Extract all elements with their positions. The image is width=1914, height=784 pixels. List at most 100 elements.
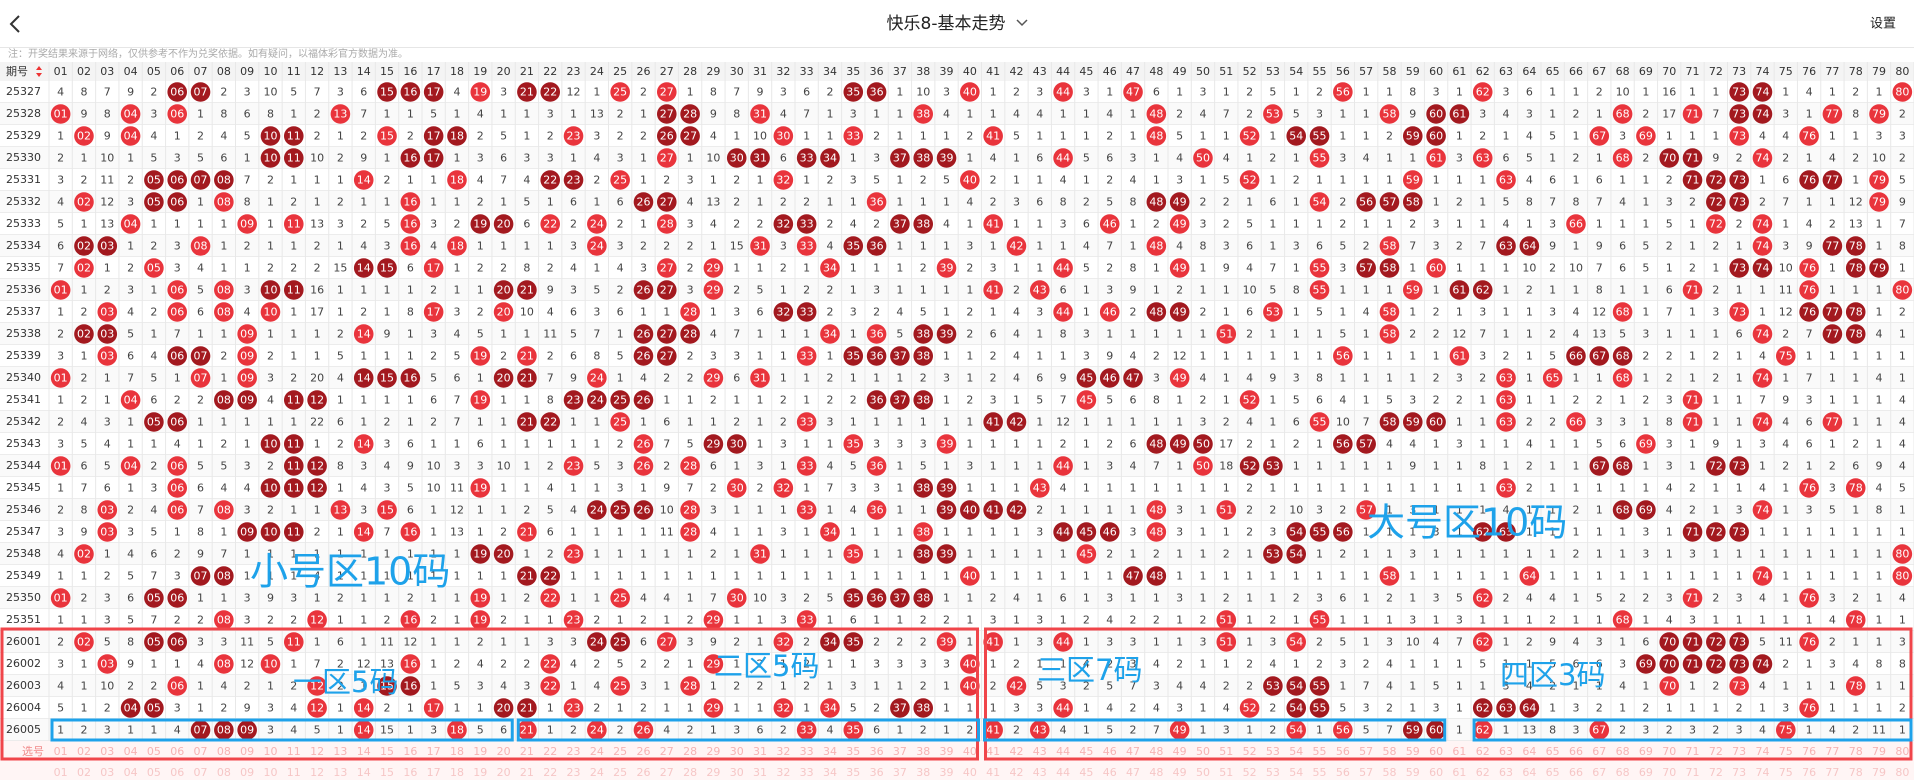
- miss-count: 1: [1619, 636, 1626, 649]
- pick-number[interactable]: 67: [1592, 745, 1606, 758]
- pick-number[interactable]: 71: [1686, 745, 1700, 758]
- pick-number[interactable]: 33: [800, 745, 814, 758]
- pick-number[interactable]: 62: [1476, 745, 1490, 758]
- pick-number[interactable]: 66: [1569, 745, 1583, 758]
- pick-number[interactable]: 12: [310, 745, 324, 758]
- pick-number[interactable]: 15: [380, 745, 394, 758]
- pick-number[interactable]: 64: [1522, 745, 1536, 758]
- pick-number[interactable]: 57: [1359, 745, 1373, 758]
- pick-number[interactable]: 49: [1173, 745, 1187, 758]
- pick-number[interactable]: 30: [730, 745, 744, 758]
- pick-number[interactable]: 22: [543, 745, 557, 758]
- pick-number[interactable]: 18: [450, 745, 464, 758]
- pick-number[interactable]: 01: [54, 745, 68, 758]
- pick-number[interactable]: 76: [1802, 745, 1816, 758]
- pick-number[interactable]: 74: [1755, 745, 1769, 758]
- pick-number[interactable]: 53: [1266, 745, 1280, 758]
- miss-count: 2: [244, 680, 251, 693]
- pick-number[interactable]: 16: [403, 745, 417, 758]
- miss-count: 2: [1246, 482, 1253, 495]
- pick-number[interactable]: 37: [893, 745, 907, 758]
- footer-number: 75: [1779, 766, 1793, 779]
- pick-number[interactable]: 05: [147, 745, 161, 758]
- pick-number[interactable]: 61: [1452, 745, 1466, 758]
- miss-count: 6: [360, 86, 367, 99]
- pick-number[interactable]: 25: [613, 745, 627, 758]
- pick-number[interactable]: 40: [963, 745, 977, 758]
- pick-label[interactable]: 选号: [22, 745, 44, 758]
- pick-number[interactable]: 31: [753, 745, 767, 758]
- pick-number[interactable]: 52: [1243, 745, 1257, 758]
- miss-count: 2: [1526, 460, 1533, 473]
- pick-number[interactable]: 29: [706, 745, 720, 758]
- pick-number[interactable]: 02: [77, 745, 91, 758]
- page-title[interactable]: 快乐8-基本走势: [887, 14, 1006, 34]
- pick-number[interactable]: 77: [1825, 745, 1839, 758]
- pick-number[interactable]: 51: [1219, 745, 1233, 758]
- pick-number[interactable]: 47: [1126, 745, 1140, 758]
- pick-number[interactable]: 14: [357, 745, 371, 758]
- miss-count: 3: [174, 570, 181, 583]
- pick-number[interactable]: 28: [683, 745, 697, 758]
- pick-number[interactable]: 42: [1009, 745, 1023, 758]
- pick-number[interactable]: 79: [1872, 745, 1886, 758]
- pick-number[interactable]: 59: [1406, 745, 1420, 758]
- pick-number[interactable]: 65: [1546, 745, 1560, 758]
- pick-number[interactable]: 03: [100, 745, 114, 758]
- pick-number[interactable]: 55: [1313, 745, 1327, 758]
- pick-number[interactable]: 78: [1849, 745, 1863, 758]
- pick-number[interactable]: 60: [1429, 745, 1443, 758]
- pick-number[interactable]: 73: [1732, 745, 1746, 758]
- pick-number[interactable]: 68: [1616, 745, 1630, 758]
- pick-number[interactable]: 26: [636, 745, 650, 758]
- title-chevron[interactable]: [1016, 19, 1028, 27]
- pick-number[interactable]: 44: [1056, 745, 1070, 758]
- pick-number[interactable]: 19: [473, 745, 487, 758]
- pick-number[interactable]: 38: [916, 745, 930, 758]
- sort-icon[interactable]: [36, 66, 42, 77]
- pick-number[interactable]: 23: [567, 745, 581, 758]
- back-button[interactable]: [9, 15, 20, 33]
- pick-number[interactable]: 72: [1709, 745, 1723, 758]
- pick-number[interactable]: 17: [427, 745, 441, 758]
- pick-number[interactable]: 13: [333, 745, 347, 758]
- pick-number[interactable]: 56: [1336, 745, 1350, 758]
- pick-number[interactable]: 11: [287, 745, 301, 758]
- pick-number[interactable]: 32: [776, 745, 790, 758]
- pick-number[interactable]: 24: [590, 745, 604, 758]
- pick-number[interactable]: 69: [1639, 745, 1653, 758]
- pick-number[interactable]: 58: [1382, 745, 1396, 758]
- pick-number[interactable]: 36: [870, 745, 884, 758]
- pick-number[interactable]: 09: [240, 745, 254, 758]
- pick-number[interactable]: 70: [1662, 745, 1676, 758]
- pick-number[interactable]: 41: [986, 745, 1000, 758]
- pick-number[interactable]: 45: [1079, 745, 1093, 758]
- column-label: 53: [1266, 65, 1280, 78]
- pick-number[interactable]: 21: [520, 745, 534, 758]
- settings-button[interactable]: 设置: [1870, 17, 1896, 32]
- miss-count: 2: [1479, 372, 1486, 385]
- pick-number[interactable]: 07: [194, 745, 208, 758]
- pick-number[interactable]: 54: [1289, 745, 1303, 758]
- pick-number[interactable]: 50: [1196, 745, 1210, 758]
- pick-number[interactable]: 35: [846, 745, 860, 758]
- miss-count: 6: [1036, 152, 1043, 165]
- pick-number[interactable]: 46: [1103, 745, 1117, 758]
- pick-number[interactable]: 20: [497, 745, 511, 758]
- pick-number[interactable]: 06: [170, 745, 184, 758]
- pick-number[interactable]: 08: [217, 745, 231, 758]
- pick-number[interactable]: 27: [660, 745, 674, 758]
- miss-count: 1: [1176, 394, 1183, 407]
- pick-number[interactable]: 48: [1149, 745, 1163, 758]
- pick-number[interactable]: 75: [1779, 745, 1793, 758]
- pick-number[interactable]: 63: [1499, 745, 1513, 758]
- hit-number: 20: [497, 306, 511, 319]
- pick-number[interactable]: 80: [1895, 745, 1909, 758]
- miss-count: 2: [80, 394, 87, 407]
- pick-number[interactable]: 10: [263, 745, 277, 758]
- pick-number[interactable]: 39: [940, 745, 954, 758]
- pick-number[interactable]: 34: [823, 745, 837, 758]
- pick-number[interactable]: 04: [124, 745, 138, 758]
- pick-number[interactable]: 43: [1033, 745, 1047, 758]
- hit-number: 34: [823, 262, 837, 275]
